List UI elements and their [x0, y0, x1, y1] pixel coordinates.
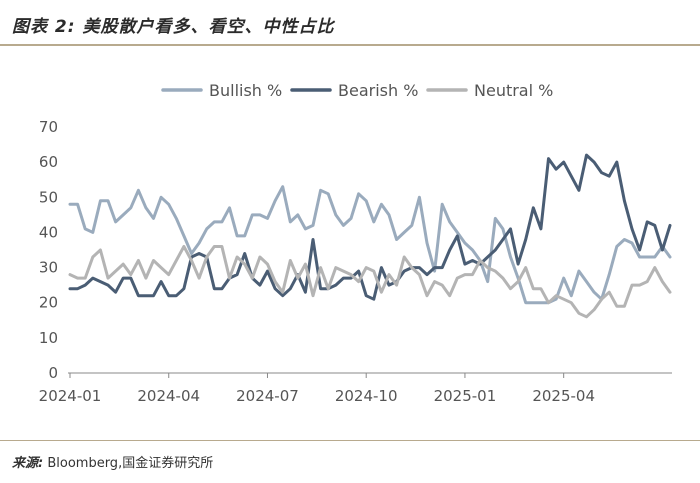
y-tick-label: 0: [48, 364, 58, 382]
title-divider: [0, 44, 700, 46]
source-text: Bloomberg,国金证券研究所: [47, 456, 214, 471]
source-note: 来源: Bloomberg,国金证券研究所: [12, 452, 213, 471]
source-label: 来源:: [12, 456, 44, 471]
footer-divider: [0, 440, 700, 441]
x-tick-label: 2025-04: [532, 387, 595, 405]
legend-label-bearish: Bearish %: [338, 81, 418, 100]
y-tick-label: 20: [39, 294, 58, 312]
x-tick-label: 2024-01: [39, 387, 102, 405]
series-line-neutral: [68, 245, 672, 319]
y-tick-label: 40: [39, 223, 58, 241]
y-tick-label: 10: [39, 329, 58, 347]
figure-title: 图表 2: 美股散户看多、看空、中性占比: [12, 17, 335, 37]
x-tick-label: 2024-07: [236, 387, 299, 405]
y-tick-label: 50: [39, 188, 58, 206]
legend-label-neutral: Neutral %: [474, 81, 553, 100]
y-tick-label: 30: [39, 259, 58, 277]
x-tick-label: 2025-01: [434, 387, 497, 405]
series-line-bearish: [68, 153, 672, 301]
y-tick-label: 70: [39, 118, 58, 136]
x-tick-label: 2024-04: [137, 387, 200, 405]
x-tick-label: 2024-10: [335, 387, 398, 405]
line-chart: 0 10 20 30 40 50 60 70 2024-01 2024-04 2024-07 2024…: [39, 81, 672, 405]
series-line-bullish: [68, 185, 672, 305]
legend-label-bullish: Bullish %: [209, 81, 282, 100]
y-tick-label: 60: [39, 153, 58, 171]
